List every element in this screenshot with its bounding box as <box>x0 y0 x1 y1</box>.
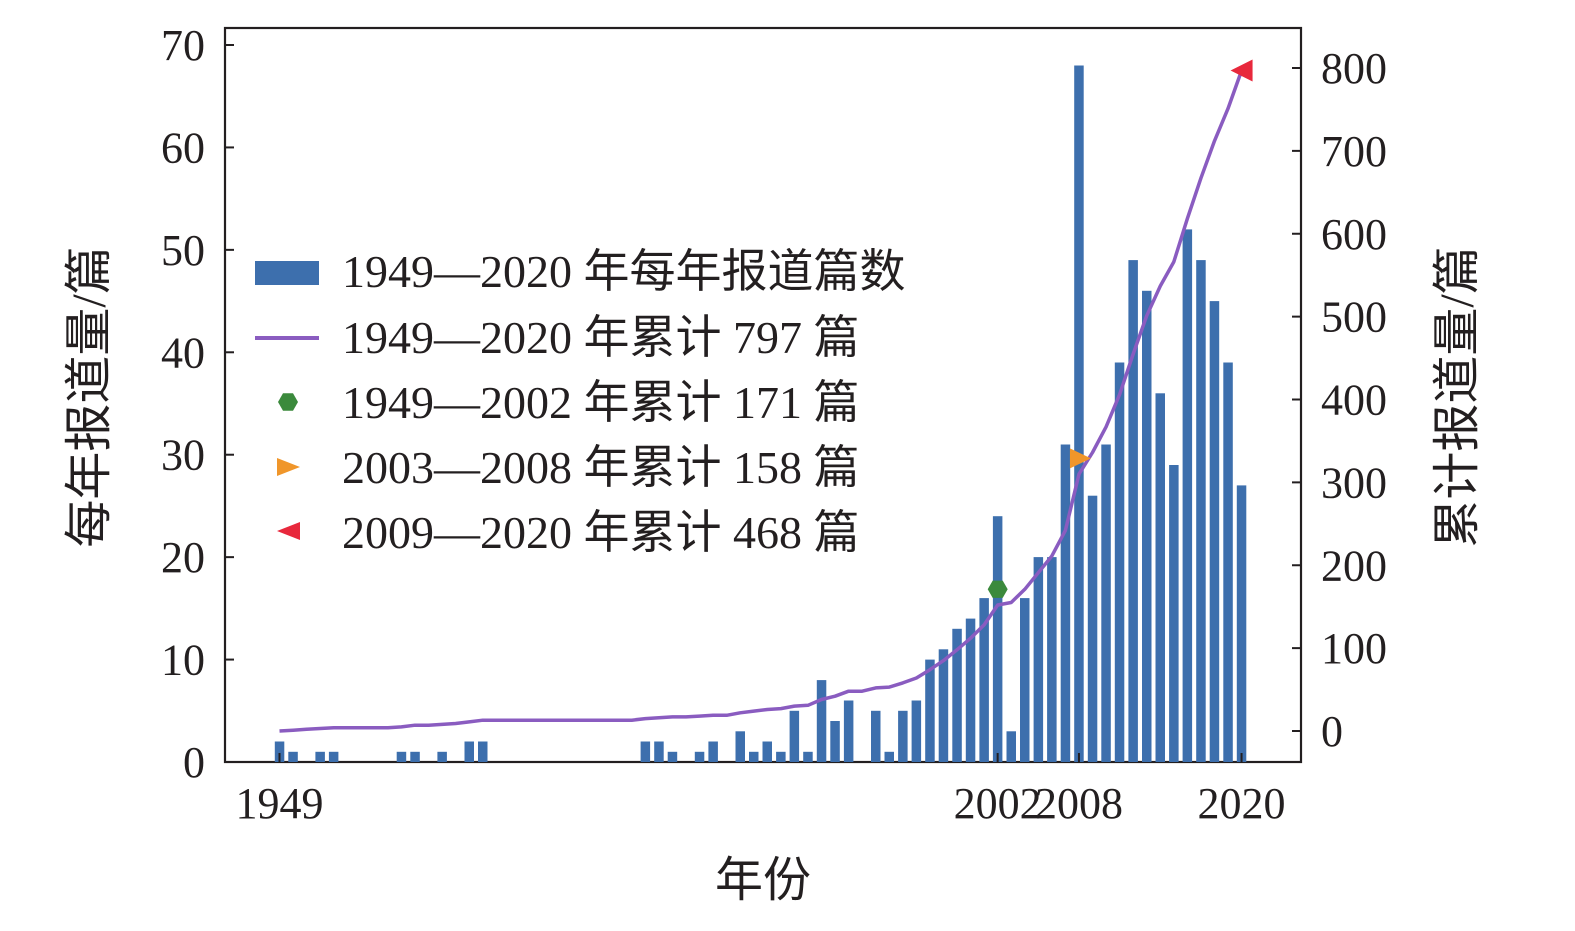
bar <box>1223 362 1233 762</box>
x-tick-label: 2008 <box>1035 779 1123 828</box>
bar <box>1142 290 1152 762</box>
y-tick-label: 10 <box>161 636 205 685</box>
bar <box>938 649 949 762</box>
legend-triangle-left-swatch <box>277 522 300 540</box>
y-tick-label: 50 <box>161 226 205 275</box>
bar <box>979 598 989 762</box>
y-tick-label: 30 <box>161 431 205 480</box>
y2-tick-label: 0 <box>1321 707 1343 756</box>
y-tick-label: 60 <box>161 123 205 172</box>
y2-tick-label: 400 <box>1321 376 1387 425</box>
bar <box>694 751 705 762</box>
y-tick-label: 70 <box>161 21 205 70</box>
bar <box>410 751 420 762</box>
bar <box>328 751 339 762</box>
marker-hexagon <box>987 580 1008 598</box>
bar <box>749 751 759 762</box>
marker-triangle-right <box>1069 448 1091 469</box>
bar <box>654 741 664 762</box>
bar <box>898 710 908 762</box>
bar <box>464 741 474 762</box>
bar <box>288 751 298 762</box>
y-tick-label: 0 <box>183 738 205 787</box>
bar <box>1060 444 1071 762</box>
bar <box>640 741 651 762</box>
bar <box>871 710 881 762</box>
bar <box>1101 444 1111 762</box>
bars-group <box>274 65 1247 762</box>
legend-label-marker-1: 1949—2002 年累计 171 篇 <box>342 377 860 428</box>
bar <box>843 700 854 762</box>
bar <box>478 741 488 762</box>
bar <box>830 721 840 762</box>
bar <box>789 710 800 762</box>
bar <box>708 741 718 762</box>
bar <box>667 751 678 762</box>
bar <box>1006 731 1016 762</box>
x-tick-label: 1949 <box>236 779 324 828</box>
legend-label-line: 1949—2020 年累计 797 篇 <box>342 312 860 363</box>
y-tick-label: 40 <box>161 328 205 377</box>
markers-group <box>987 59 1253 598</box>
bar <box>1236 485 1247 762</box>
x-tick-label: 2020 <box>1198 779 1286 828</box>
y2-tick-label: 500 <box>1321 293 1387 342</box>
y2-tick-label: 100 <box>1321 624 1387 673</box>
bar <box>315 751 325 762</box>
bar <box>776 751 786 762</box>
y2-tick-label: 700 <box>1321 127 1387 176</box>
bar <box>803 751 813 762</box>
y2-axis-title: 累计报道量/篇 <box>1431 246 1484 547</box>
bar <box>1114 362 1125 762</box>
y2-tick-label: 300 <box>1321 458 1387 507</box>
legend-hexagon-swatch <box>278 393 298 411</box>
bar <box>1196 260 1206 762</box>
bar <box>884 751 894 762</box>
bar <box>735 731 745 762</box>
bar <box>1074 65 1084 762</box>
y2-tick-label: 800 <box>1321 44 1387 93</box>
legend-bar-swatch <box>255 261 319 285</box>
legend-triangle-right-swatch <box>277 458 300 476</box>
bar <box>1047 557 1057 762</box>
y-tick-label: 20 <box>161 533 205 582</box>
bar <box>437 751 447 762</box>
marker-triangle-left <box>1230 59 1253 82</box>
bar <box>816 680 827 762</box>
bar <box>1169 465 1179 762</box>
x-tick-label: 2002 <box>954 779 1042 828</box>
bar <box>911 700 922 762</box>
x-axis-title: 年份 <box>715 854 811 907</box>
cumulative-line <box>279 69 1244 733</box>
bar <box>1182 229 1193 762</box>
right-axis: 0 100 200 300 400 500 600 700 800 <box>1292 44 1387 756</box>
bar <box>274 741 285 762</box>
y-axis-title: 每年报道量/篇 <box>63 246 116 547</box>
bar <box>1209 301 1220 762</box>
legend: 1949—2020 年每年报道篇数 1949—2020 年累计 797 篇 19… <box>255 246 906 558</box>
left-axis: 0 10 20 30 40 50 60 70 <box>161 21 234 787</box>
bar <box>952 628 962 762</box>
y2-tick-label: 200 <box>1321 541 1387 590</box>
bar <box>1128 260 1138 762</box>
y2-tick-label: 600 <box>1321 210 1387 259</box>
bar <box>992 516 1003 762</box>
bar <box>1020 598 1030 762</box>
bar <box>762 741 772 762</box>
bar <box>1033 557 1044 762</box>
legend-label-marker-2: 2003—2008 年累计 158 篇 <box>342 442 860 493</box>
bar <box>925 659 935 762</box>
bar <box>965 618 976 762</box>
bar <box>396 751 407 762</box>
legend-label-bars: 1949—2020 年每年报道篇数 <box>342 246 906 297</box>
legend-label-marker-3: 2009—2020 年累计 468 篇 <box>342 507 860 558</box>
bar <box>1087 495 1098 762</box>
bar <box>1155 393 1165 762</box>
